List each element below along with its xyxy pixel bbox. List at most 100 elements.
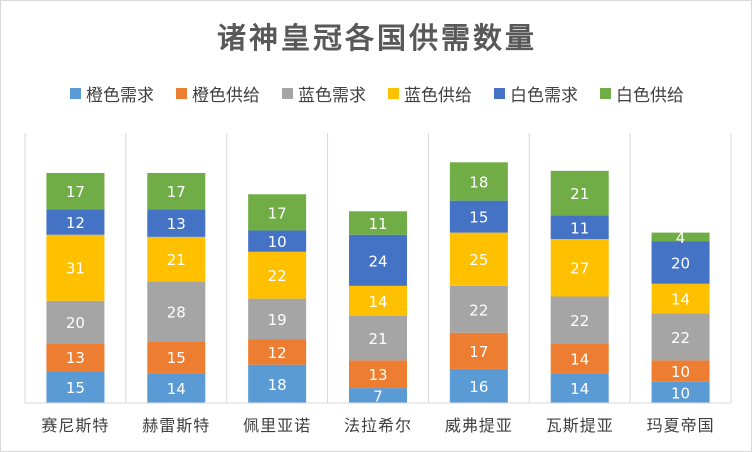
legend-label-4: 白色需求 <box>510 86 578 106</box>
data-label-0-series-4: 12 <box>66 214 85 232</box>
data-label-2-series-2: 19 <box>268 311 287 329</box>
bar-3-series-2 <box>349 315 407 361</box>
x-tick-label-2: 佩里亚诺 <box>243 416 311 435</box>
data-label-1-series-4: 13 <box>167 215 186 233</box>
data-label-1-series-3: 21 <box>167 251 186 269</box>
data-label-1-series-2: 28 <box>167 303 186 321</box>
bar-0-series-1 <box>46 343 105 372</box>
data-label-2-series-4: 10 <box>268 233 287 251</box>
bar-2-series-4 <box>248 230 307 252</box>
bar-1-series-2 <box>147 281 206 342</box>
x-tick-label-0: 赛尼斯特 <box>41 416 109 435</box>
legend-swatch-5 <box>600 88 611 99</box>
legend-swatch-1 <box>176 88 187 99</box>
legend-item-1: 橙色供给 <box>176 81 260 106</box>
bar-6-series-5 <box>651 232 710 242</box>
legend-label-0: 橙色需求 <box>86 86 154 106</box>
data-label-6-series-5: 4 <box>676 229 686 247</box>
data-label-2-series-3: 22 <box>268 267 287 285</box>
legend-label-2: 蓝色需求 <box>298 86 366 106</box>
x-tick-label-1: 赫雷斯特 <box>142 416 210 435</box>
data-label-0-series-1: 13 <box>66 349 85 367</box>
data-label-3-series-2: 21 <box>368 330 387 348</box>
data-label-0-series-2: 20 <box>66 314 85 332</box>
data-label-5-series-4: 11 <box>570 219 589 237</box>
chart-title: 诸神皇冠各国供需数量 <box>216 21 537 55</box>
data-label-3-series-3: 14 <box>368 293 387 311</box>
data-label-6-series-3: 14 <box>671 291 690 309</box>
legend-swatch-3 <box>388 88 399 99</box>
data-label-4-series-3: 25 <box>469 251 488 269</box>
bar-0-series-4 <box>46 209 105 235</box>
bar-4-series-2 <box>449 285 508 333</box>
data-label-6-series-1: 10 <box>671 363 690 381</box>
legend-item-3: 蓝色供给 <box>388 81 472 106</box>
legend-swatch-2 <box>282 88 293 99</box>
data-label-4-series-2: 22 <box>469 301 488 319</box>
data-label-4-series-5: 18 <box>469 173 488 191</box>
bar-4-series-0 <box>449 368 508 403</box>
bar-2-series-5 <box>248 194 307 231</box>
data-label-2-series-0: 18 <box>268 376 287 394</box>
bar-0-series-0 <box>46 371 105 403</box>
bar-0-series-2 <box>46 300 105 344</box>
legend-label-3: 蓝色供给 <box>404 86 472 106</box>
bar-6-series-3 <box>651 283 710 314</box>
bar-1-series-3 <box>147 236 206 282</box>
legend-item-0: 橙色需求 <box>70 81 154 106</box>
bar-6-series-4 <box>651 241 710 284</box>
bar-5-series-1 <box>550 343 609 374</box>
bar-3-series-0 <box>349 388 407 403</box>
data-label-5-series-3: 27 <box>570 260 589 278</box>
bar-5-series-4 <box>550 215 609 239</box>
data-label-4-series-4: 15 <box>469 209 488 227</box>
data-label-5-series-2: 22 <box>570 312 589 330</box>
data-label-4-series-1: 17 <box>469 343 488 361</box>
data-label-6-series-0: 10 <box>671 384 690 402</box>
data-label-2-series-5: 17 <box>268 204 287 222</box>
data-label-6-series-2: 22 <box>671 329 690 347</box>
bar-5-series-5 <box>550 170 609 216</box>
bar-0-series-3 <box>46 234 105 301</box>
bar-1-series-5 <box>147 172 206 210</box>
data-label-0-series-0: 15 <box>66 379 85 397</box>
bar-2-series-2 <box>248 298 307 340</box>
bar-6-series-0 <box>651 381 710 403</box>
data-label-3-series-5: 11 <box>368 215 387 233</box>
x-tick-label-6: 玛夏帝国 <box>647 416 715 435</box>
data-label-1-series-0: 14 <box>167 380 186 398</box>
data-label-0-series-3: 31 <box>66 260 85 278</box>
data-label-5-series-1: 14 <box>570 350 589 368</box>
bar-1-series-1 <box>147 341 206 374</box>
data-label-3-series-0: 7 <box>373 388 383 406</box>
data-label-3-series-1: 13 <box>368 366 387 384</box>
bar-2-series-1 <box>248 339 307 365</box>
bar-3-series-4 <box>349 234 407 286</box>
bar-5-series-2 <box>550 296 609 344</box>
data-label-2-series-1: 12 <box>268 344 287 362</box>
x-tick-label-5: 瓦斯提亚 <box>546 416 614 435</box>
legend: 橙色需求 橙色供给 蓝色需求 蓝色供给 白色需求 白色供给 <box>1 81 752 106</box>
legend-item-5: 白色供给 <box>600 81 684 106</box>
bar-4-series-3 <box>449 232 508 286</box>
bar-3-series-5 <box>349 211 407 235</box>
bar-5-series-3 <box>550 238 609 297</box>
bar-0-series-5 <box>46 172 105 210</box>
bar-3-series-1 <box>349 360 407 389</box>
legend-label-1: 橙色供给 <box>192 86 260 106</box>
bar-5-series-0 <box>550 373 609 403</box>
bar-6-series-2 <box>651 313 710 361</box>
data-label-6-series-4: 20 <box>671 254 690 272</box>
data-label-3-series-4: 24 <box>368 252 387 270</box>
data-label-4-series-0: 16 <box>469 378 488 396</box>
bar-6-series-1 <box>651 360 710 382</box>
bar-2-series-3 <box>248 251 307 299</box>
data-label-1-series-5: 17 <box>167 183 186 201</box>
data-label-1-series-1: 15 <box>167 349 186 367</box>
bar-1-series-4 <box>147 209 206 237</box>
x-tick-label-3: 法拉希尔 <box>344 416 412 435</box>
legend-item-2: 蓝色需求 <box>282 81 366 106</box>
bar-3-series-3 <box>349 285 407 316</box>
